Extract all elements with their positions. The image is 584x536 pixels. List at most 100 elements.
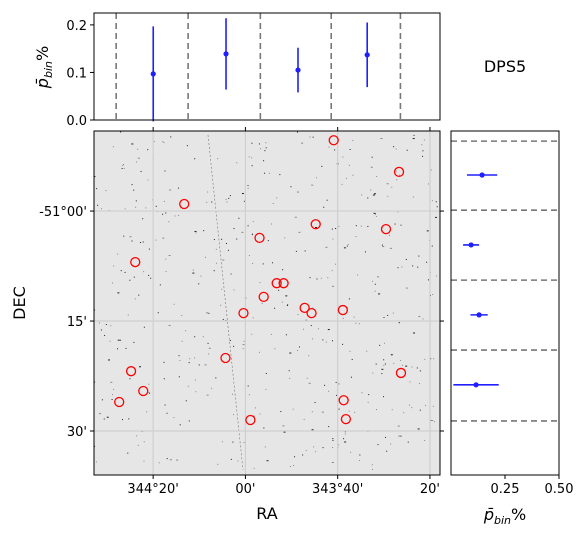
sky-noise: [129, 236, 132, 238]
sky-noise: [101, 208, 103, 210]
sky-noise: [282, 425, 285, 427]
sky-noise: [272, 262, 274, 264]
sky-noise: [419, 370, 421, 372]
sky-noise: [163, 378, 165, 380]
sky-noise: [181, 340, 183, 342]
sky-noise: [131, 184, 133, 186]
sky-noise: [164, 404, 166, 406]
sky-noise: [303, 418, 305, 420]
sky-noise: [195, 232, 197, 234]
sky-noise: [422, 150, 424, 152]
sky-noise: [213, 239, 215, 241]
sky-noise: [427, 279, 429, 281]
sky-noise: [163, 170, 166, 172]
sky-noise: [169, 189, 172, 191]
sky-noise: [379, 344, 381, 346]
sky-noise: [380, 138, 383, 140]
sky-noise: [254, 407, 256, 409]
sky-noise: [436, 206, 438, 208]
point: [364, 52, 370, 58]
sky-noise: [375, 215, 377, 217]
sky-noise: [112, 394, 114, 396]
sky-noise: [374, 213, 376, 215]
sky-noise: [124, 271, 126, 273]
sky-noise: [395, 170, 397, 172]
sky-noise: [419, 409, 421, 411]
sky-noise: [116, 348, 118, 350]
sky-noise: [344, 433, 346, 435]
image-artifact: [207, 134, 244, 471]
sky-noise: [298, 231, 301, 233]
sky-noise: [434, 421, 436, 423]
sky-noise: [147, 149, 149, 151]
sky-noise: [306, 377, 308, 379]
sky-noise: [263, 427, 265, 429]
sky-noise: [382, 317, 385, 319]
sky-noise: [213, 270, 215, 272]
sky-noise: [265, 142, 267, 144]
sky-noise: [112, 146, 114, 148]
source-marker: [114, 396, 125, 408]
sky-noise: [355, 322, 357, 324]
sky-noise: [259, 282, 261, 284]
sky-noise: [243, 340, 245, 342]
sky-noise: [391, 186, 393, 188]
x-axis-label: RA: [256, 504, 277, 523]
sky-noise: [165, 212, 167, 214]
sky-noise: [386, 450, 388, 452]
sky-noise: [143, 271, 145, 273]
sky-noise: [360, 225, 362, 227]
source-marker: [328, 135, 339, 146]
sky-noise: [120, 131, 122, 133]
label-part: bin: [42, 61, 55, 78]
sky-noise: [409, 381, 411, 383]
sky-noise: [289, 466, 291, 468]
sky-noise: [148, 248, 150, 250]
sky-noise: [217, 463, 219, 465]
sky-noise: [337, 383, 340, 385]
sky-noise: [372, 280, 374, 282]
sky-image: [94, 131, 440, 475]
sky-noise: [194, 357, 196, 359]
sky-noise: [131, 143, 134, 145]
sky-noise: [408, 404, 410, 406]
sky-noise: [358, 323, 360, 325]
sky-noise: [350, 451, 352, 453]
sky-noise: [335, 381, 337, 383]
sky-noise: [109, 340, 111, 342]
sky-noise: [163, 361, 165, 363]
sky-noise: [426, 261, 428, 263]
sky-noise: [328, 146, 330, 148]
sky-noise: [105, 323, 107, 325]
sky-noise: [332, 447, 334, 449]
sky-noise: [247, 187, 249, 189]
sky-noise: [178, 355, 180, 357]
sky-noise: [377, 276, 380, 278]
sky-noise: [304, 250, 306, 252]
sky-noise: [110, 325, 112, 327]
sky-noise: [350, 376, 352, 378]
sky-noise: [158, 462, 160, 464]
sky-noise: [334, 263, 336, 265]
sky-noise: [355, 236, 357, 238]
sky-noise: [222, 318, 224, 320]
sky-noise: [104, 334, 106, 336]
sky-noise: [287, 304, 289, 306]
sky-noise: [416, 367, 418, 369]
sky-noise: [166, 458, 168, 460]
point: [473, 382, 479, 388]
sky-noise: [233, 345, 235, 347]
sky-noise: [383, 359, 385, 361]
sky-noise: [136, 435, 138, 437]
sky-noise: [383, 342, 385, 344]
sky-noise: [405, 287, 408, 289]
label-part: %: [511, 505, 526, 524]
sky-noise: [100, 329, 102, 331]
sky-noise: [313, 446, 315, 448]
sky-noise: [127, 452, 129, 454]
sky-noise: [321, 165, 323, 167]
sky-noise: [327, 277, 329, 279]
sky-noise: [103, 418, 105, 420]
sky-noise: [271, 223, 273, 225]
sky-noise: [232, 441, 234, 443]
